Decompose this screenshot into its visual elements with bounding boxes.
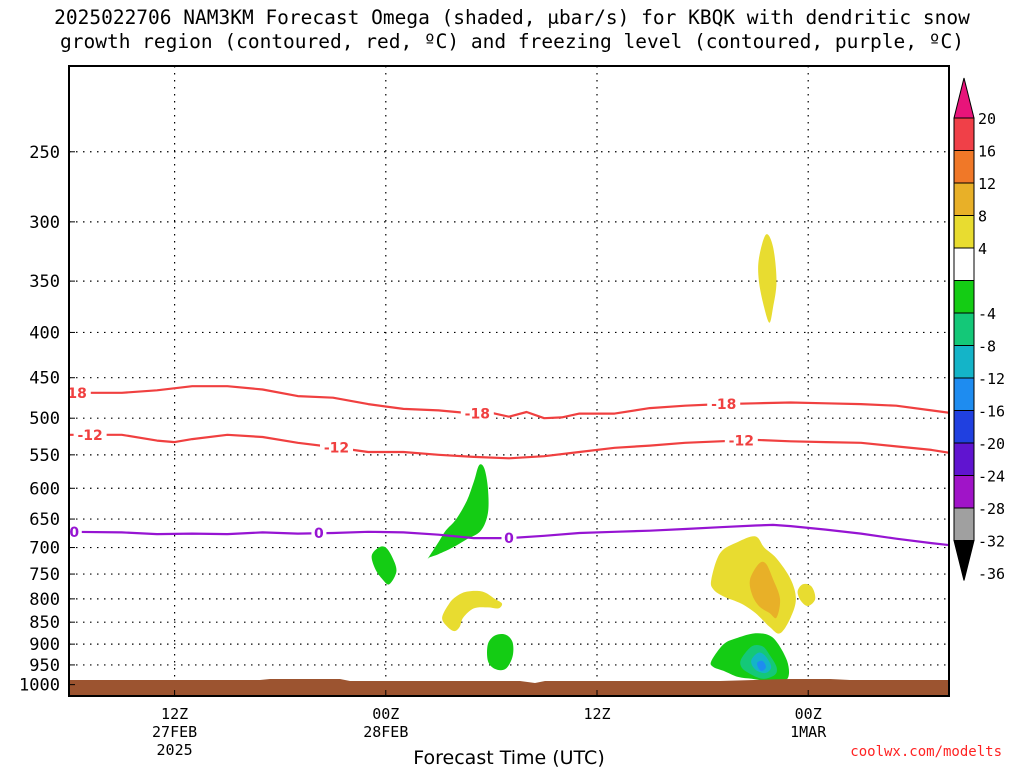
x-axis-label: Forecast Time (UTC) (413, 747, 604, 768)
y-tick-label: 750 (29, 565, 60, 585)
contour-label-bg (69, 523, 82, 540)
y-tick-label: 950 (29, 656, 60, 676)
colorbar-label: -32 (978, 533, 1005, 551)
colorbar-label: -20 (978, 435, 1005, 453)
colorbar-label: -4 (978, 305, 996, 323)
contour-label: -18 (711, 397, 736, 413)
y-tick-label: 850 (29, 613, 60, 633)
y-tick-label: 450 (29, 369, 60, 389)
y-tick-label: 500 (29, 409, 60, 429)
colorbar-bottom-triangle (953, 540, 975, 581)
colorbar-bin (953, 280, 975, 314)
contour-label-bg (311, 525, 327, 542)
contour-label: -12 (729, 433, 754, 449)
colorbar-bin (953, 312, 975, 346)
colorbar-label: 16 (978, 143, 996, 161)
omega-region (371, 546, 397, 585)
colorbar-label: -8 (978, 338, 996, 356)
contour-label-bg (69, 384, 91, 401)
x-tick-label: 1MAR (790, 723, 827, 741)
contour-label-bg (501, 530, 517, 547)
y-tick-label: 300 (29, 213, 60, 233)
colorbar-bin (953, 442, 975, 476)
omega-region (797, 583, 816, 607)
contour-label: 0 (504, 531, 514, 547)
x-tick-label: 12Z (161, 705, 188, 723)
colorbar-bin (953, 475, 975, 509)
colorbar-label: -16 (978, 403, 1005, 421)
omega-shaded-regions (371, 234, 816, 682)
omega-region (749, 561, 781, 619)
x-tick-label: 00Z (795, 705, 822, 723)
y-tick-label: 250 (29, 143, 60, 163)
omega-region (487, 633, 514, 671)
y-tick-label: 900 (29, 635, 60, 655)
colorbar-label: 12 (978, 175, 996, 193)
terrain-surface (69, 679, 949, 696)
contour-line (69, 433, 949, 460)
contour-label: -18 (465, 406, 490, 422)
colorbar-label: 20 (978, 110, 996, 128)
contour-label-bg (320, 439, 354, 456)
y-tick-label: 700 (29, 539, 60, 559)
contour-label: -12 (324, 441, 349, 457)
contour-line (69, 385, 949, 420)
x-tick-label: 27FEB (152, 723, 197, 741)
contour-label-bg (73, 426, 107, 443)
plot-frame (68, 65, 950, 697)
x-tick-label: 28FEB (363, 723, 408, 741)
x-tick-label: 00Z (372, 705, 399, 723)
colorbar-bin (953, 507, 975, 541)
y-tick-label: 400 (29, 323, 60, 343)
y-tick-label: 800 (29, 590, 60, 610)
contour-line (69, 523, 949, 547)
chart-title-line-2: growth region (contoured, red, ºC) and f… (60, 30, 964, 53)
colorbar-bin (953, 410, 975, 444)
colorbar-bin (953, 247, 975, 281)
y-tick-label: 550 (29, 446, 60, 466)
y-tick-label: 650 (29, 510, 60, 530)
colorbar-top-triangle (953, 77, 975, 119)
omega-region (442, 590, 503, 632)
colorbar-label: 4 (978, 240, 987, 258)
omega-region (757, 660, 766, 671)
contour-label-bg (460, 405, 494, 422)
colorbar-bin (953, 150, 975, 184)
y-tick-label: 600 (29, 479, 60, 499)
colorbar-label: -24 (978, 468, 1005, 486)
plot-background (69, 66, 949, 696)
contour-label-bg (707, 396, 741, 413)
colorbar-bin (953, 345, 975, 379)
contour-label: 0 (69, 525, 79, 541)
colorbar-label: 8 (978, 208, 987, 226)
contour-label: -18 (62, 386, 87, 402)
colorbar-bin (953, 377, 975, 411)
contour-label-bg (724, 432, 758, 449)
colorbar-bin (953, 182, 975, 216)
colorbar-bin (953, 215, 975, 249)
omega-colorbar: 20 16 12 8 4 -4 -8 -12 -16 -20 -24 -28 -32 -36 (953, 77, 1005, 583)
colorbar-label: -12 (978, 370, 1005, 388)
y-tick-label: 1000 (19, 676, 60, 696)
temperature-contours: -18 -18 -18 -12 -12 -12 0 0 0 (62, 384, 949, 547)
x-tick-label: 2025 (157, 741, 193, 759)
contour-label: -12 (77, 428, 102, 444)
colorbar-bin (953, 117, 975, 151)
axes: 2503003504004505005506006507007508008509… (19, 143, 827, 759)
colorbar-label: -36 (978, 565, 1005, 583)
contour-label: 0 (314, 526, 324, 542)
grid-lines (69, 66, 949, 696)
chart-title-line-1: 2025022706 NAM3KM Forecast Omega (shaded… (54, 6, 970, 29)
colorbar-label: -28 (978, 500, 1005, 518)
source-credit: coolwx.com/modelts (850, 744, 1002, 760)
x-tick-label: 12Z (583, 705, 610, 723)
omega-region (758, 234, 777, 323)
y-tick-label: 350 (29, 272, 60, 292)
